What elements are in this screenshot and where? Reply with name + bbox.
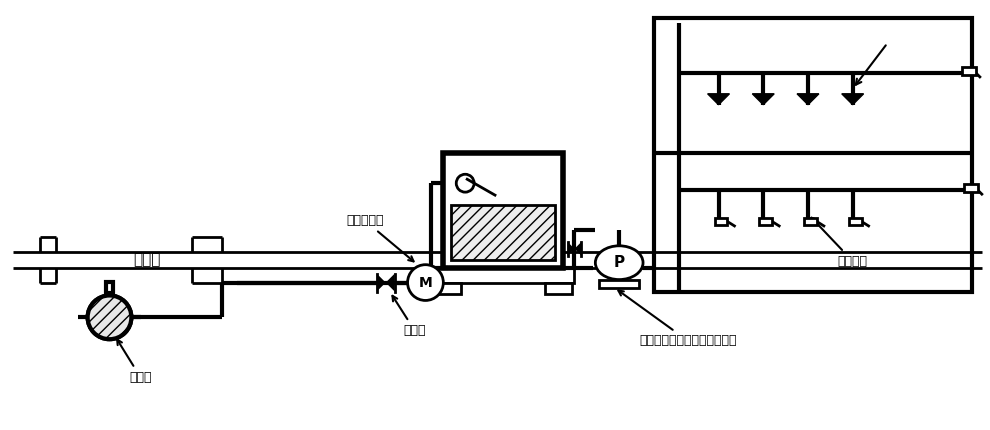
Bar bbox=[106, 282, 114, 294]
Polygon shape bbox=[386, 273, 395, 292]
Polygon shape bbox=[574, 242, 581, 256]
Bar bbox=[848, 218, 861, 225]
Polygon shape bbox=[377, 273, 386, 292]
Bar bbox=[599, 280, 640, 288]
Ellipse shape bbox=[595, 246, 644, 280]
Bar bbox=[444, 154, 562, 267]
Circle shape bbox=[88, 295, 132, 339]
Polygon shape bbox=[708, 94, 730, 105]
Text: 給水栓等: 給水栓等 bbox=[812, 218, 868, 268]
Bar bbox=[804, 218, 817, 225]
Bar bbox=[434, 283, 461, 295]
Bar bbox=[964, 184, 978, 192]
Text: 水道メータ: 水道メータ bbox=[346, 214, 414, 261]
Bar bbox=[544, 283, 572, 295]
Text: 増圧給水装置（ブースター）: 増圧給水装置（ブースター） bbox=[619, 291, 737, 347]
Text: 止水栓: 止水栓 bbox=[392, 296, 426, 337]
Polygon shape bbox=[797, 94, 819, 105]
Bar bbox=[654, 18, 972, 292]
Bar bbox=[451, 205, 554, 260]
Bar bbox=[962, 67, 976, 75]
Text: 道　路: 道 路 bbox=[134, 252, 161, 267]
Bar bbox=[432, 267, 574, 283]
Circle shape bbox=[88, 295, 132, 339]
Bar bbox=[759, 218, 772, 225]
Bar bbox=[715, 218, 728, 225]
Polygon shape bbox=[842, 94, 863, 105]
Text: 配水管: 配水管 bbox=[117, 340, 151, 384]
Polygon shape bbox=[752, 94, 774, 105]
Circle shape bbox=[408, 265, 444, 301]
Text: M: M bbox=[419, 276, 433, 289]
Circle shape bbox=[456, 174, 474, 192]
Text: P: P bbox=[614, 255, 625, 270]
Polygon shape bbox=[567, 242, 574, 256]
